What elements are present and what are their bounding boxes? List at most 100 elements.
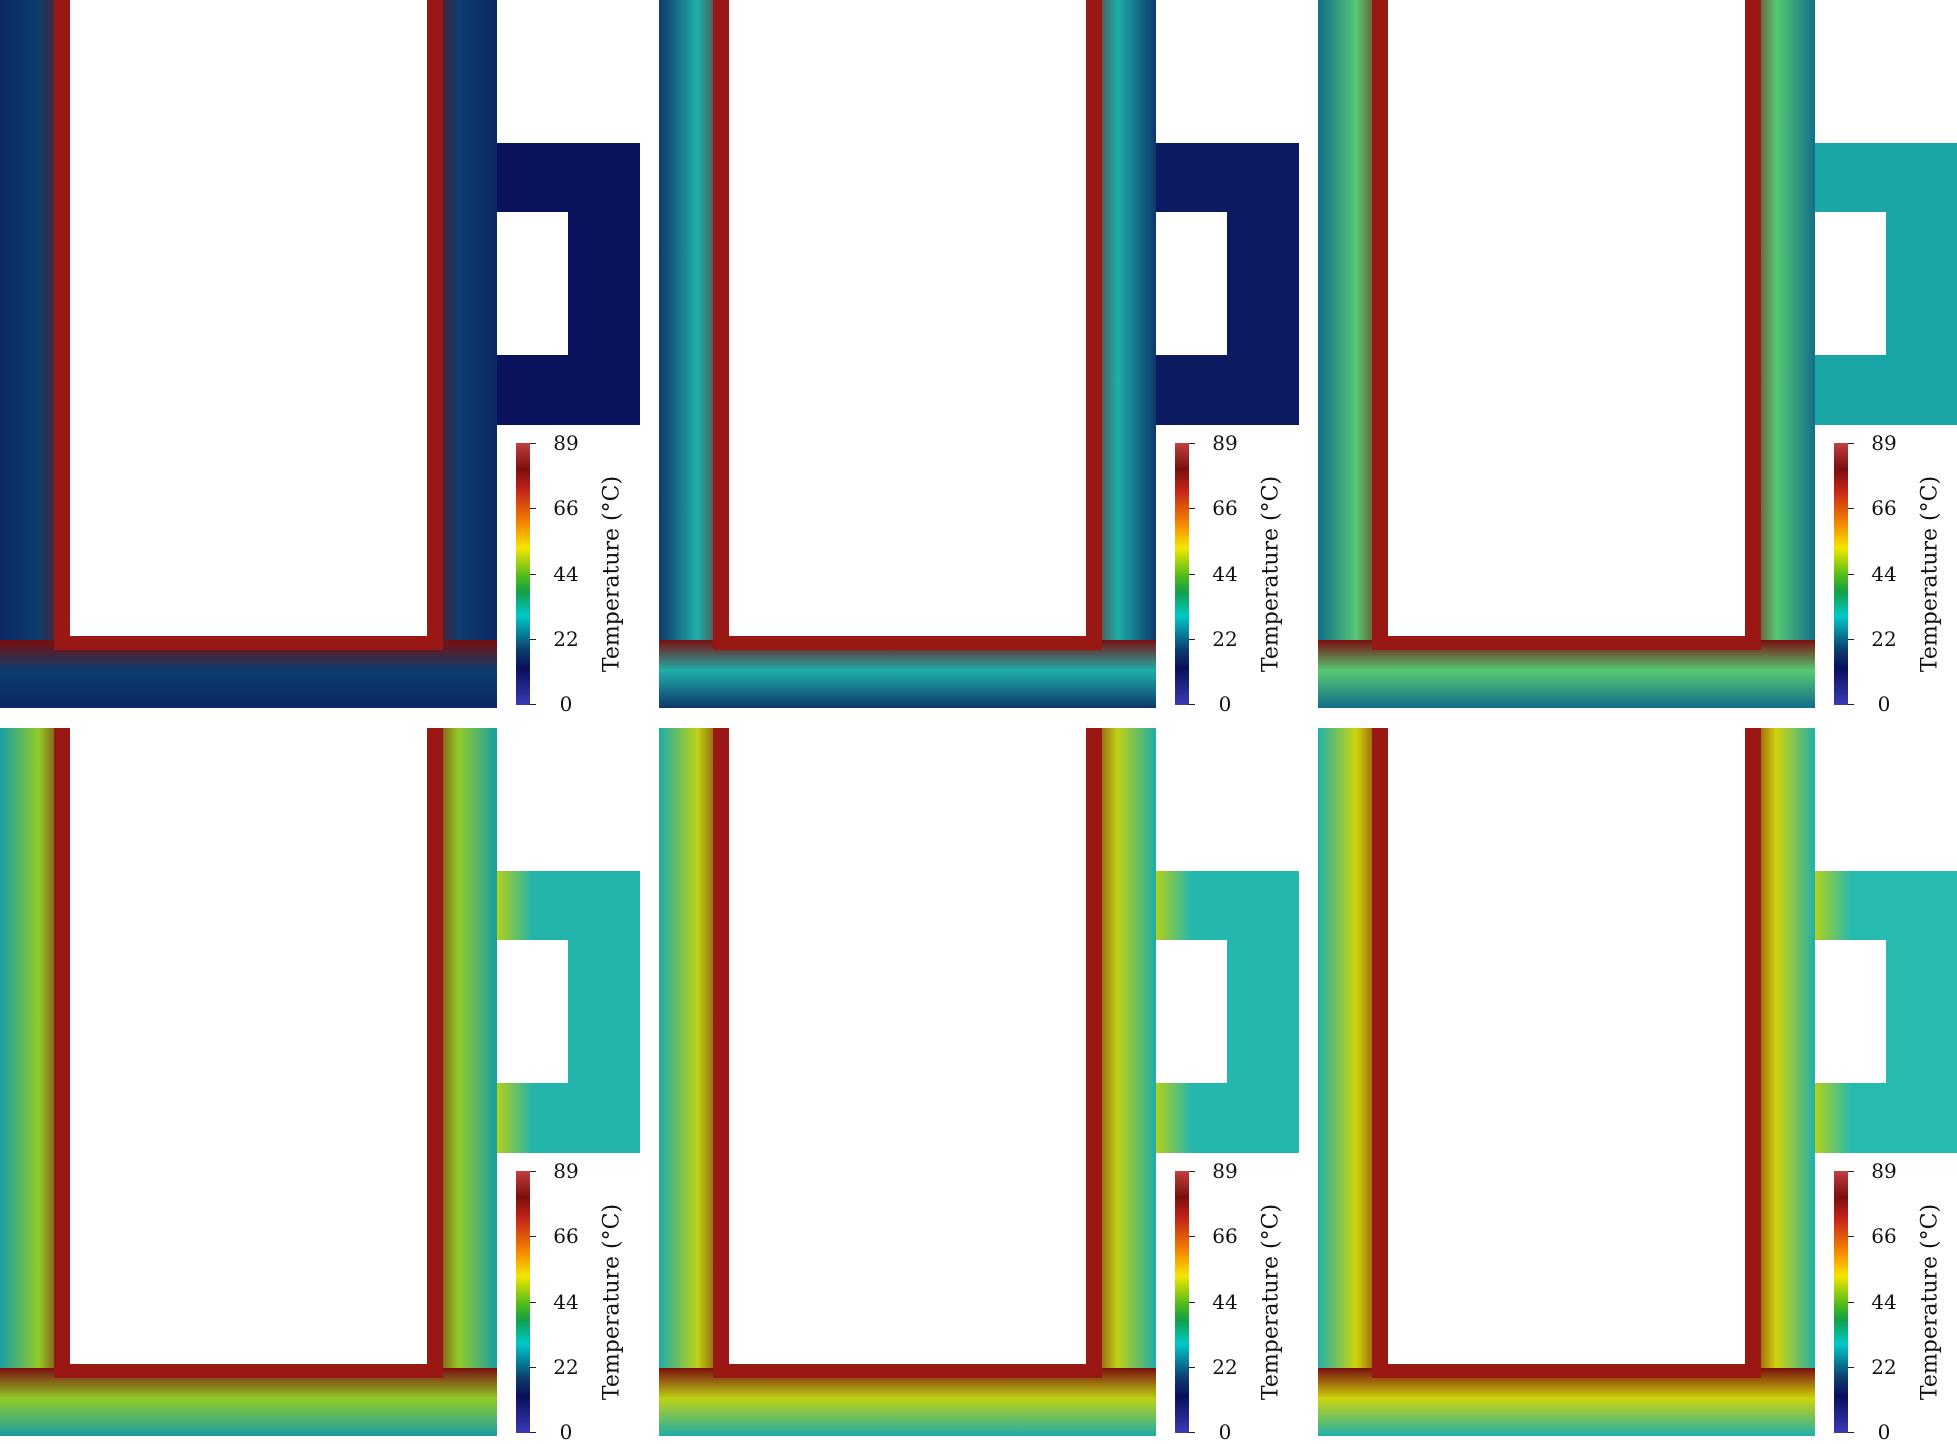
mug-temperature-field — [659, 0, 1299, 708]
colorbar-tick-label: 22 — [553, 1355, 579, 1379]
colorbar-tick — [530, 1171, 536, 1172]
handle-hole — [1815, 940, 1886, 1083]
mug-temperature-field — [0, 728, 640, 1436]
colorbar-tick — [1189, 443, 1195, 444]
colorbar-gradient — [516, 1171, 530, 1433]
colorbar-tick — [530, 1367, 536, 1368]
mug-interior — [70, 728, 427, 1364]
colorbar-tick — [1189, 1236, 1195, 1237]
temperature-panel-1: 89 66 44 22 0 Temperature (°C) — [0, 0, 645, 716]
colorbar-gradient — [1834, 443, 1848, 705]
colorbar-tick — [530, 1236, 536, 1237]
colorbar-tick-label: 0 — [559, 1420, 573, 1444]
colorbar-tick-label: 66 — [1871, 496, 1897, 520]
handle-hole — [1156, 212, 1227, 355]
mug-temperature-field — [1318, 728, 1957, 1436]
mug-handle — [497, 871, 640, 1153]
handle-hole — [1815, 212, 1886, 355]
colorbar-tick-label: 66 — [553, 1224, 579, 1248]
handle-hole — [497, 940, 568, 1083]
colorbar-tick — [1189, 508, 1195, 509]
temperature-colorbar: 89 66 44 22 0 Temperature (°C) — [1834, 431, 1944, 716]
mug-interior — [729, 0, 1086, 636]
colorbar-tick-label: 44 — [1212, 1290, 1238, 1314]
colorbar-title: Temperature (°C) — [1258, 475, 1284, 673]
mug-interior — [729, 728, 1086, 1364]
temperature-panel-3: 89 66 44 22 0 Temperature (°C) — [1318, 0, 1957, 716]
colorbar-tick-label: 89 — [1871, 431, 1897, 455]
colorbar-tick-label: 66 — [1212, 1224, 1238, 1248]
colorbar-tick — [1848, 1367, 1854, 1368]
mug-interior — [1388, 0, 1745, 636]
colorbar-title: Temperature (°C) — [599, 1203, 625, 1401]
colorbar-tick-label: 44 — [1871, 562, 1897, 586]
colorbar-tick — [1848, 443, 1854, 444]
colorbar-tick — [1189, 704, 1195, 705]
colorbar-tick — [530, 508, 536, 509]
colorbar-tick — [530, 704, 536, 705]
colorbar-tick — [1848, 1302, 1854, 1303]
temperature-colorbar: 89 66 44 22 0 Temperature (°C) — [1175, 1159, 1285, 1444]
colorbar-tick-label: 44 — [553, 1290, 579, 1314]
colorbar-tick-label: 22 — [1212, 627, 1238, 651]
colorbar-tick-label: 44 — [1212, 562, 1238, 586]
mug-interior — [1388, 728, 1745, 1364]
temperature-colorbar: 89 66 44 22 0 Temperature (°C) — [516, 1159, 626, 1444]
colorbar-tick-label: 0 — [1877, 692, 1891, 716]
colorbar-title: Temperature (°C) — [1258, 1203, 1284, 1401]
colorbar-tick-label: 89 — [1212, 1159, 1238, 1183]
colorbar-tick — [1848, 1432, 1854, 1433]
handle-hole — [497, 212, 568, 355]
temperature-panel-5: 89 66 44 22 0 Temperature (°C) — [659, 728, 1304, 1444]
colorbar-tick — [1189, 1367, 1195, 1368]
colorbar-tick-label: 0 — [1218, 1420, 1232, 1444]
colorbar-tick — [530, 443, 536, 444]
colorbar-tick-label: 22 — [553, 627, 579, 651]
colorbar-tick-label: 44 — [1871, 1290, 1897, 1314]
colorbar-tick-label: 0 — [559, 692, 573, 716]
colorbar-tick — [1848, 574, 1854, 575]
colorbar-tick-label: 89 — [1871, 1159, 1897, 1183]
colorbar-tick-label: 0 — [1877, 1420, 1891, 1444]
colorbar-title: Temperature (°C) — [1917, 475, 1943, 673]
colorbar-tick — [1848, 1171, 1854, 1172]
colorbar-title: Temperature (°C) — [599, 475, 625, 673]
mug-handle — [497, 143, 640, 425]
temperature-colorbar: 89 66 44 22 0 Temperature (°C) — [516, 431, 626, 716]
temperature-panel-4: 89 66 44 22 0 Temperature (°C) — [0, 728, 645, 1444]
colorbar-tick-label: 66 — [1871, 1224, 1897, 1248]
colorbar-tick — [530, 1302, 536, 1303]
colorbar-tick-label: 22 — [1871, 627, 1897, 651]
temperature-panel-2: 89 66 44 22 0 Temperature (°C) — [659, 0, 1304, 716]
colorbar-tick-label: 44 — [553, 562, 579, 586]
colorbar-tick — [530, 639, 536, 640]
colorbar-tick — [1848, 508, 1854, 509]
colorbar-tick — [1189, 1171, 1195, 1172]
colorbar-tick — [1189, 639, 1195, 640]
handle-hole — [1156, 940, 1227, 1083]
mug-interior — [70, 0, 427, 636]
colorbar-tick — [1848, 704, 1854, 705]
colorbar-gradient — [1834, 1171, 1848, 1433]
colorbar-tick — [1848, 1236, 1854, 1237]
colorbar-tick — [530, 574, 536, 575]
colorbar-tick — [1848, 639, 1854, 640]
colorbar-gradient — [516, 443, 530, 705]
temperature-panel-6: 89 66 44 22 0 Temperature (°C) — [1318, 728, 1957, 1444]
colorbar-tick — [1189, 574, 1195, 575]
mug-temperature-field — [1318, 0, 1957, 708]
colorbar-gradient — [1175, 443, 1189, 705]
colorbar-gradient — [1175, 1171, 1189, 1433]
colorbar-tick-label: 89 — [1212, 431, 1238, 455]
colorbar-tick-label: 66 — [1212, 496, 1238, 520]
temperature-colorbar: 89 66 44 22 0 Temperature (°C) — [1175, 431, 1285, 716]
colorbar-tick-label: 66 — [553, 496, 579, 520]
colorbar-tick — [1189, 1432, 1195, 1433]
colorbar-tick-label: 22 — [1212, 1355, 1238, 1379]
colorbar-tick-label: 89 — [553, 1159, 579, 1183]
mug-temperature-field — [659, 728, 1299, 1436]
colorbar-tick — [530, 1432, 536, 1433]
mug-temperature-field — [0, 0, 640, 708]
colorbar-tick-label: 89 — [553, 431, 579, 455]
